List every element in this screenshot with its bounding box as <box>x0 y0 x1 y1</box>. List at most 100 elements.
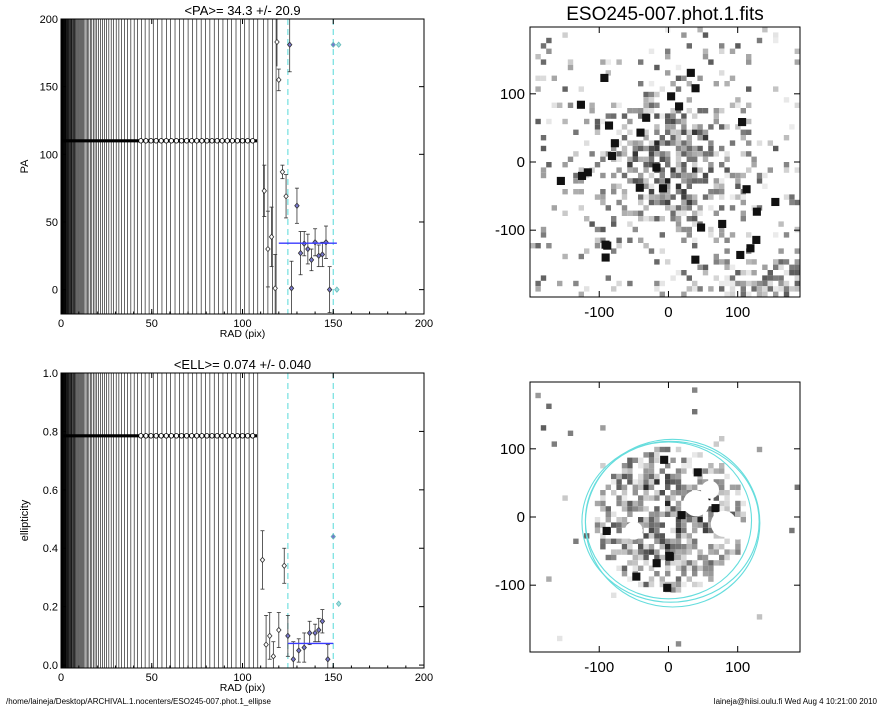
pa-profile-panel: 0 50 100 150 200 0 50 100 150 200 <PA>= 34.3 +/- 2… <box>19 3 433 340</box>
data-point <box>274 19 280 67</box>
point-marker <box>288 285 295 292</box>
inner-point <box>189 433 195 439</box>
data-point <box>296 638 302 663</box>
y-tick-label: 0.2 <box>43 602 58 614</box>
y-tick-label: 0.0 <box>43 660 58 672</box>
point-marker <box>276 76 282 84</box>
y-tick-label: 50 <box>46 217 58 229</box>
x-tick-label: 100 <box>725 659 750 676</box>
point-marker <box>330 41 336 48</box>
data-point <box>301 632 307 663</box>
data-point <box>297 231 304 276</box>
inner-point <box>199 138 205 144</box>
point-marker <box>274 38 280 46</box>
y-tick-label: 0.6 <box>43 485 58 497</box>
inner-point <box>158 433 164 439</box>
ellipticity-profile-panel: 0 50 100 150 200 0.0 0.2 0.4 0.6 0.8 1.0 <ELL>= 0.0… <box>19 357 433 694</box>
point-marker <box>279 168 286 176</box>
data-point <box>330 41 336 48</box>
inner-point <box>204 138 210 144</box>
y-tick-label: 0.8 <box>43 426 58 438</box>
inner-point <box>153 138 159 144</box>
data-point <box>276 612 282 648</box>
point-marker <box>325 656 331 663</box>
x-tick-label: -100 <box>584 659 614 676</box>
galaxy-pixels <box>530 27 800 297</box>
point-marker <box>319 618 326 625</box>
inner-point <box>163 138 169 144</box>
inner-point <box>224 433 230 439</box>
data-point <box>265 210 271 288</box>
data-point <box>290 641 297 668</box>
y-tick-label: 150 <box>40 82 58 94</box>
galaxy-image-panel: -100 0 100 -100 0 100 ESO245-007.phot.1.fits <box>495 4 801 321</box>
x-axis-label: RAD (pix) <box>220 682 266 694</box>
panel-title: <PA>= 34.3 +/- 20.9 <box>184 3 300 18</box>
point-marker <box>316 626 322 634</box>
plot-area <box>61 373 342 668</box>
data-point <box>285 615 291 657</box>
point-marker <box>268 233 275 241</box>
data-point <box>267 612 273 660</box>
x-tick-label: 100 <box>233 672 251 684</box>
point-marker <box>323 239 329 246</box>
point-marker <box>301 644 307 651</box>
data-point <box>263 615 269 668</box>
masked-image-panel: -100 0 100 -100 0 100 <box>495 381 801 676</box>
inner-point <box>153 433 159 439</box>
isophote-ellipse <box>581 440 760 603</box>
point-marker <box>334 286 340 293</box>
point-marker <box>308 256 315 264</box>
inner-point <box>224 138 230 144</box>
data-point <box>312 228 318 257</box>
point-marker <box>326 286 333 293</box>
inner-point <box>148 433 154 439</box>
data-point <box>286 19 293 73</box>
image-area <box>530 27 800 297</box>
inner-point <box>184 433 190 439</box>
data-point <box>305 233 311 265</box>
point-marker <box>335 41 342 48</box>
y-tick-label: 100 <box>40 149 58 161</box>
inner-point <box>189 138 195 144</box>
inner-point <box>239 138 245 144</box>
y-tick-label: 100 <box>500 441 525 458</box>
y-axis-label: PA <box>19 159 31 174</box>
point-marker <box>319 251 326 258</box>
y-tick-label: -100 <box>495 577 525 594</box>
x-tick-label: 150 <box>324 318 342 330</box>
point-marker <box>296 647 302 654</box>
data-point <box>306 620 313 646</box>
point-marker <box>276 626 282 634</box>
point-marker <box>285 632 291 640</box>
data-point <box>283 174 289 219</box>
point-marker <box>281 562 287 569</box>
y-tick-label: -100 <box>495 222 525 239</box>
data-point <box>279 164 286 180</box>
mask-hole <box>701 480 719 499</box>
inner-point <box>179 433 185 439</box>
data-point <box>319 241 326 268</box>
inner-point <box>209 138 215 144</box>
mask-hole <box>624 521 643 540</box>
data-point <box>268 206 275 268</box>
x-tick-label: 0 <box>58 318 64 330</box>
image-title: ESO245-007.phot.1.fits <box>566 4 764 25</box>
isophote-ellipse <box>584 438 761 608</box>
data-point <box>323 225 329 259</box>
inner-point <box>138 433 144 439</box>
inner-point <box>214 433 220 439</box>
point-marker <box>270 653 277 660</box>
data-point <box>335 41 342 48</box>
point-marker <box>290 656 297 663</box>
y-tick-label: 1.0 <box>43 368 58 380</box>
x-tick-label: -100 <box>584 304 614 321</box>
point-marker <box>312 239 318 246</box>
inner-point <box>194 433 200 439</box>
data-point <box>270 641 277 668</box>
inner-point <box>179 138 185 144</box>
inner-point <box>143 433 149 439</box>
x-tick-label: 100 <box>725 304 750 321</box>
inner-point <box>158 138 164 144</box>
y-tick-label: 0 <box>517 154 525 171</box>
